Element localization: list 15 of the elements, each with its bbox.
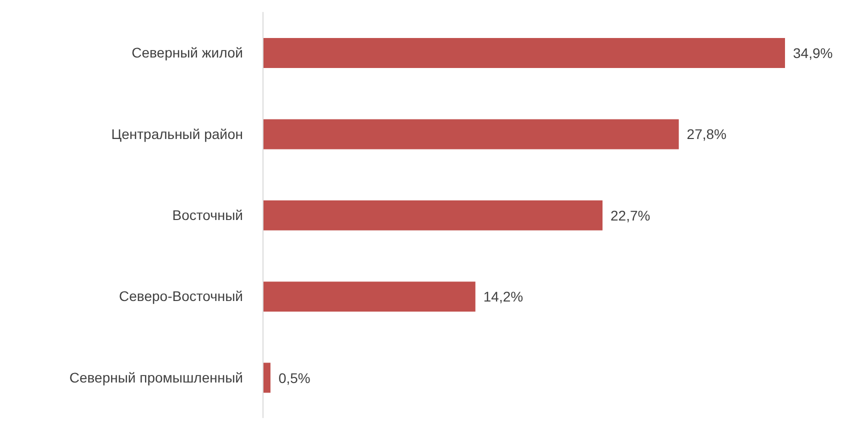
data-label: 0,5% <box>278 370 310 386</box>
bar <box>263 119 679 150</box>
data-label: 27,8% <box>686 126 727 142</box>
data-label: 22,7% <box>610 207 650 224</box>
y-tick-label: Северо-Восточный <box>119 288 243 304</box>
y-tick-label: Центральный район <box>111 126 243 142</box>
y-tick-label: Северный жилой <box>132 44 243 61</box>
bar <box>263 282 476 312</box>
bar <box>263 362 270 393</box>
bar <box>263 38 785 68</box>
y-tick-label: Северный промышленный <box>69 369 243 386</box>
y-tick-label: Восточный <box>172 206 243 223</box>
data-label: 34,9% <box>793 44 833 61</box>
data-label: 14,2% <box>483 288 524 305</box>
bar <box>263 200 603 230</box>
